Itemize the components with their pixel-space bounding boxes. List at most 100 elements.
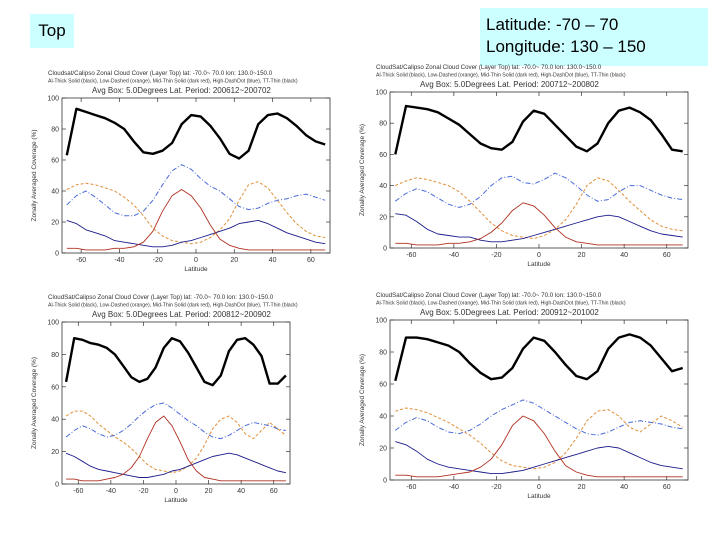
x-tick-label: -40: [106, 488, 116, 495]
x-tick-label: -40: [114, 257, 124, 264]
top-label: Top: [30, 14, 74, 48]
x-tick-label: 0: [174, 488, 178, 495]
y-tick-label: 20: [51, 449, 59, 456]
y-tick-label: 80: [379, 121, 387, 128]
y-tick-label: 0: [383, 478, 387, 485]
x-axis-label: Latitude: [164, 497, 188, 504]
series-low-line: [66, 181, 326, 245]
series-al-thick-line: [394, 104, 683, 155]
x-tick-label: 20: [578, 252, 586, 259]
series-tt-thin-line: [395, 415, 683, 478]
y-tick-label: 20: [379, 214, 387, 221]
x-tick-label: 0: [194, 257, 198, 264]
y-tick-label: 60: [379, 382, 387, 389]
x-tick-label: -20: [491, 484, 501, 491]
series-mid-line: [395, 213, 683, 243]
x-tick-label: 60: [307, 257, 315, 264]
y-axis-label: Zonally Averaged Coverage (%): [31, 129, 38, 221]
series-mid-line: [65, 452, 286, 478]
x-tick-label: -60: [76, 257, 86, 264]
y-tick-label: 20: [379, 446, 387, 453]
chart-subtitle: Avg Box: 5.0Degrees Lat. Period: 200712~…: [420, 80, 599, 89]
x-tick-label: -60: [73, 488, 83, 495]
series-high-line: [65, 402, 286, 440]
chart-subtitle: Avg Box: 5.0Degrees Lat. Period: 200812~…: [92, 310, 271, 319]
chart-title: CloudSat/Calipso Zonal Cloud Cover (Laye…: [376, 64, 602, 71]
y-axis-label: Zonally Averaged Coverage (%): [359, 124, 366, 216]
x-tick-label: -20: [491, 252, 501, 259]
x-tick-label: -20: [153, 257, 163, 264]
x-tick-label: 0: [537, 484, 541, 491]
series-low-line: [395, 177, 683, 240]
y-tick-label: 40: [379, 183, 387, 190]
series-mid-line: [66, 219, 326, 248]
series-tt-thin-line: [395, 202, 683, 246]
series-al-thick-line: [65, 107, 326, 160]
x-tick-label: -20: [138, 488, 148, 495]
y-tick-label: 20: [51, 220, 59, 227]
plot-frame: [389, 319, 689, 481]
series-high-line: [66, 164, 326, 217]
chart-legend-text: Al-Thick Solid (black), Low-Dashed (oran…: [48, 303, 298, 309]
series-high-line: [395, 172, 683, 208]
chart-panel-1: Cloudsat/Calipso Zonal Cloud Cover (Laye…: [31, 70, 331, 273]
y-tick-label: 0: [55, 482, 59, 489]
y-tick-label: 100: [47, 320, 59, 327]
series-tt-thin-line: [66, 415, 286, 482]
x-tick-label: 40: [620, 252, 628, 259]
chart-legend-text: Al-Thick Solid (black), Low-Dashed (oran…: [376, 73, 626, 79]
chart-panel-3: CloudSat/Calipso Zonal Cloud Cover (Laye…: [31, 294, 298, 504]
y-tick-label: 60: [51, 158, 59, 165]
x-tick-label: 60: [270, 488, 278, 495]
y-tick-label: 60: [51, 384, 59, 391]
region-label: Latitude: -70 – 70 Longitude: 130 – 150: [480, 8, 708, 66]
x-tick-label: -40: [449, 252, 459, 259]
series-al-thick-line: [64, 337, 287, 387]
x-tick-label: 20: [205, 488, 213, 495]
series-tt-thin-line: [66, 189, 326, 251]
y-tick-label: 100: [47, 96, 59, 103]
x-axis-label: Latitude: [184, 266, 208, 273]
y-tick-label: 60: [379, 152, 387, 159]
x-tick-label: -60: [406, 252, 416, 259]
series-high-line: [395, 399, 683, 436]
y-tick-label: 100: [375, 318, 387, 325]
x-tick-label: 0: [537, 252, 541, 259]
x-axis-label: Latitude: [527, 493, 551, 500]
chart-legend-text: Al-Thick Solid (black), Low-Dashed (oran…: [376, 301, 626, 307]
y-tick-label: 0: [383, 246, 387, 253]
y-tick-label: 0: [55, 251, 59, 258]
x-axis-label: Latitude: [527, 261, 551, 268]
chart-panel-4: CloudSat/Calipso Zonal Cloud Cover (Laye…: [359, 292, 689, 500]
y-tick-label: 100: [375, 90, 387, 97]
chart-legend-text: Al-Thick Solid (black), Low-Dashed (oran…: [48, 79, 298, 85]
x-tick-label: -60: [406, 484, 416, 491]
chart-title: Cloudsat/Calipso Zonal Cloud Cover (Laye…: [48, 70, 273, 77]
chart-panel-2: CloudSat/Calipso Zonal Cloud Cover (Laye…: [359, 64, 689, 268]
chart-subtitle: Avg Box: 5.0Degrees Lat. Period: 200612~…: [92, 86, 271, 95]
x-tick-label: 40: [620, 484, 628, 491]
longitude-range: Longitude: 130 – 150: [486, 37, 646, 56]
y-axis-label: Zonally Averaged Coverage (%): [31, 357, 38, 449]
y-tick-label: 80: [51, 127, 59, 134]
x-tick-label: 20: [230, 257, 238, 264]
x-tick-label: -40: [449, 484, 459, 491]
y-tick-label: 40: [51, 417, 59, 424]
x-tick-label: 40: [269, 257, 277, 264]
chart-subtitle: Avg Box: 5.0Degrees Lat. Period: 200912~…: [420, 308, 599, 317]
x-tick-label: 40: [237, 488, 245, 495]
chart-title: CloudSat/Calipso Zonal Cloud Cover (Laye…: [48, 294, 274, 301]
series-low-line: [395, 407, 683, 470]
y-tick-label: 80: [51, 352, 59, 359]
x-tick-label: 20: [578, 484, 586, 491]
series-mid-line: [395, 441, 683, 475]
series-al-thick-line: [394, 333, 684, 382]
series-low-line: [65, 410, 287, 474]
y-axis-label: Zonally Averaged Coverage (%): [359, 354, 366, 446]
y-tick-label: 40: [51, 189, 59, 196]
x-tick-label: 60: [663, 252, 671, 259]
x-tick-label: 60: [663, 484, 671, 491]
y-tick-label: 80: [379, 350, 387, 357]
latitude-range: Latitude: -70 – 70: [486, 15, 619, 34]
chart-title: CloudSat/Calipso Zonal Cloud Cover (Laye…: [376, 292, 602, 299]
